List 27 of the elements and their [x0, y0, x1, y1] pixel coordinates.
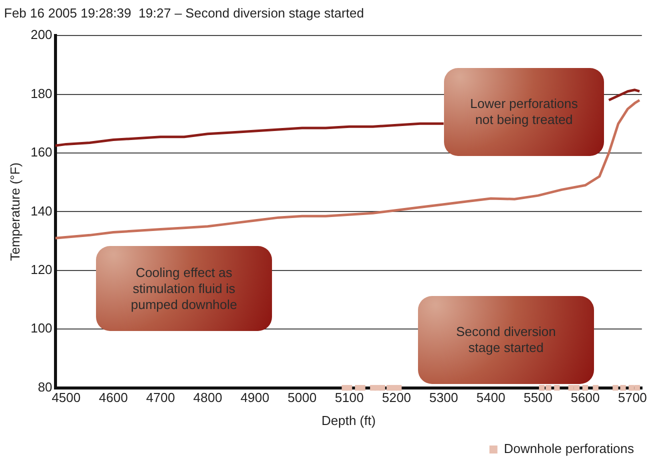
x-tick-label: 5200 [382, 390, 411, 406]
x-tick-label: 5700 [618, 390, 647, 406]
x-tick-label: 5400 [476, 390, 506, 406]
x-tick-label: 4900 [240, 390, 270, 406]
callout-box: Cooling effect as stimulation fluid is pumped downhole [96, 246, 272, 331]
x-axis-title: Depth (ft) [321, 412, 376, 428]
x-tick-label: 4600 [98, 390, 128, 406]
x-tick-label: 5300 [429, 390, 458, 406]
y-tick-label: 200 [30, 27, 52, 42]
y-axis-title: Temperature (°F) [7, 162, 22, 261]
x-tick-label: 4700 [146, 390, 175, 406]
y-tick-label: 140 [30, 203, 52, 218]
x-tick-label: 4800 [193, 390, 222, 406]
x-tick-label: 5100 [334, 390, 364, 406]
legend-label: Downhole perforations [504, 441, 634, 456]
chart-title: Feb 16 2005 19:28:39 19:27 – Second diversion stage started [4, 5, 364, 20]
x-tick-label: 5600 [570, 390, 600, 406]
x-tick-label: 4500 [52, 390, 81, 406]
x-tick-label: 5000 [288, 390, 317, 406]
y-tick-label: 180 [30, 86, 52, 101]
callout-box: Second diversion stage started [418, 296, 594, 384]
x-tick-label: 5500 [524, 390, 553, 406]
y-tick-label: 120 [30, 262, 52, 277]
y-tick-label: 80 [38, 379, 52, 394]
y-tick-label: 100 [30, 320, 52, 336]
callout-box: Lower perforations not being treated [444, 68, 604, 156]
y-tick-label: 160 [30, 144, 52, 160]
